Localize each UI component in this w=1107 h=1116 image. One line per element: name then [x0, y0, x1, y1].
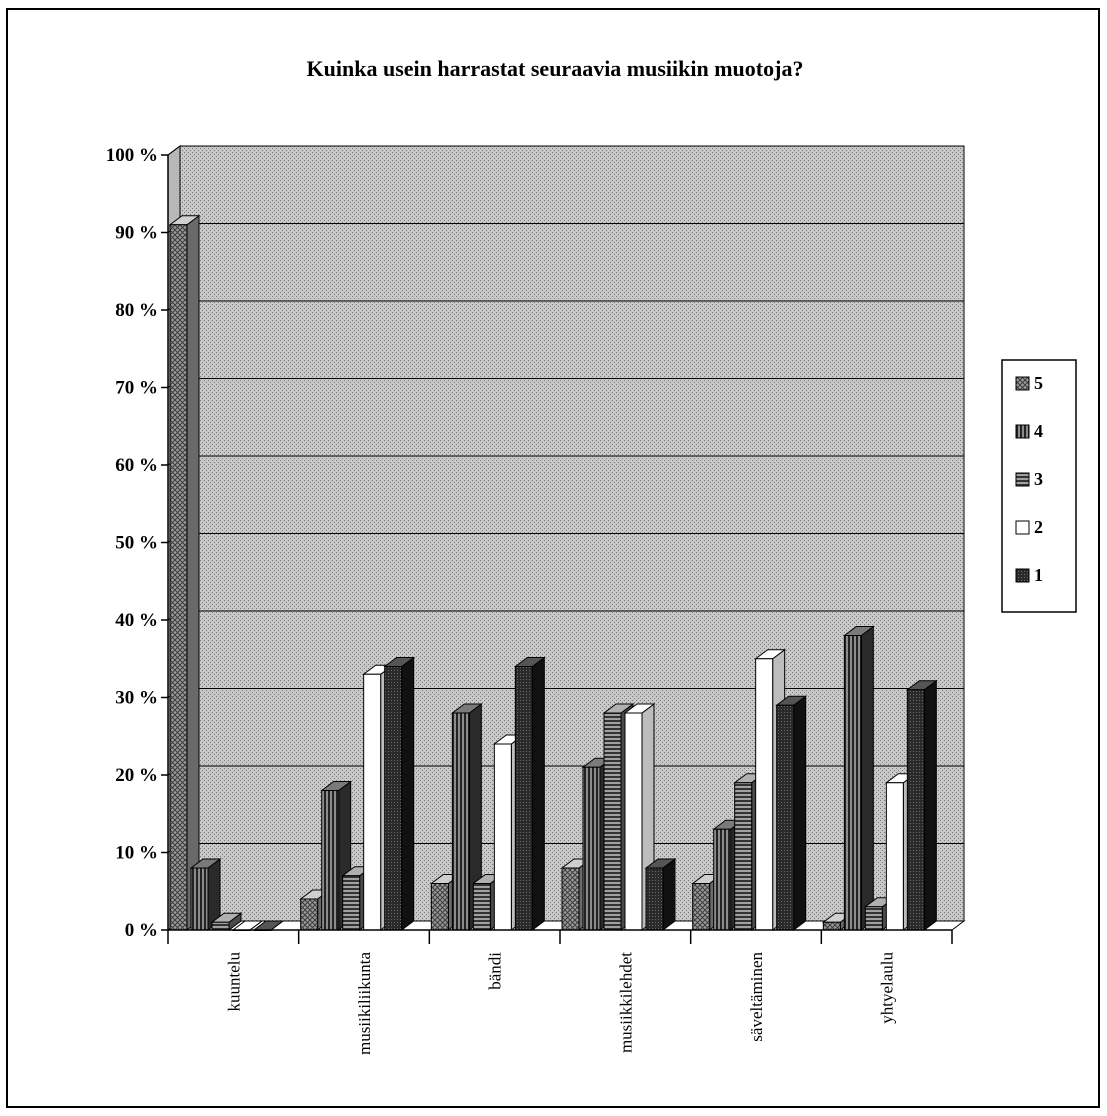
legend-label: 1	[1034, 565, 1043, 585]
bar	[603, 712, 622, 931]
bar	[384, 666, 403, 931]
bar	[713, 828, 732, 931]
bar	[342, 875, 361, 931]
chart-title: Kuinka usein harrastat seuraavia musiiki…	[307, 56, 804, 81]
bar	[645, 867, 664, 931]
gridlines	[167, 145, 964, 853]
bar	[321, 790, 340, 931]
category-label: musiikkilehdet	[616, 952, 635, 1053]
category-label: bändi	[486, 952, 505, 990]
legend-label: 5	[1034, 373, 1043, 393]
bar-side	[662, 858, 676, 931]
bar	[885, 782, 904, 931]
category-label: yhtyelaulu	[878, 952, 897, 1024]
legend-label: 2	[1034, 517, 1043, 537]
y-tick-label: 20 %	[115, 765, 158, 786]
bar-side	[860, 625, 874, 931]
bar	[692, 883, 711, 931]
y-tick-label: 30 %	[115, 688, 158, 709]
bar-side	[401, 656, 415, 931]
legend-swatch	[1015, 568, 1030, 583]
bar	[472, 883, 491, 931]
bar	[624, 712, 643, 931]
bar	[211, 921, 230, 931]
bar	[514, 666, 533, 931]
legend: 5 4 3 2 1	[1001, 359, 1077, 613]
bars	[168, 214, 938, 932]
gridline-side	[167, 145, 181, 156]
legend-swatch	[1015, 472, 1030, 487]
category-label: kuuntelu	[224, 952, 243, 1012]
bar	[843, 635, 862, 931]
x-axis: kuuntelu musiikiliikunta bändi musiikkilehd…	[167, 929, 953, 1055]
bar	[582, 766, 601, 931]
bar	[430, 883, 449, 931]
bar	[906, 689, 925, 931]
bar	[561, 867, 580, 931]
legend-box	[1001, 359, 1077, 613]
legend-swatch	[1015, 520, 1030, 535]
y-tick-label: 90 %	[115, 223, 158, 244]
bar	[300, 898, 319, 931]
bar	[864, 906, 883, 931]
bar	[776, 704, 795, 931]
y-tick-label: 100 %	[106, 145, 158, 166]
legend-swatch	[1015, 376, 1030, 391]
y-tick-label: 60 %	[115, 455, 158, 476]
bar	[493, 743, 512, 931]
category-label: musiikiliikunta	[355, 952, 374, 1055]
y-tick-label: 50 %	[115, 533, 158, 554]
legend-swatch	[1015, 424, 1030, 439]
y-tick-label: 70 %	[115, 378, 158, 399]
bar-side	[793, 695, 807, 931]
legend-label: 3	[1034, 469, 1043, 489]
bar	[169, 224, 188, 931]
bar	[190, 867, 209, 931]
y-tick-label: 80 %	[115, 300, 158, 321]
bar-side	[186, 214, 200, 931]
bar	[451, 712, 470, 931]
y-axis: 0 % 10 % 20 % 30 % 40 % 50 % 60 % 70 % 80 % 90 % 1…	[106, 145, 169, 941]
bar	[755, 658, 774, 931]
bar	[822, 921, 841, 931]
legend-label: 4	[1034, 421, 1043, 441]
y-tick-label: 0 %	[125, 920, 158, 941]
y-tick-label: 10 %	[115, 843, 158, 864]
category-label: säveltäminen	[747, 952, 766, 1042]
bar-side	[531, 656, 545, 931]
bar	[734, 782, 753, 931]
bar-side	[923, 679, 937, 931]
bar	[363, 673, 382, 931]
y-tick-label: 40 %	[115, 610, 158, 631]
